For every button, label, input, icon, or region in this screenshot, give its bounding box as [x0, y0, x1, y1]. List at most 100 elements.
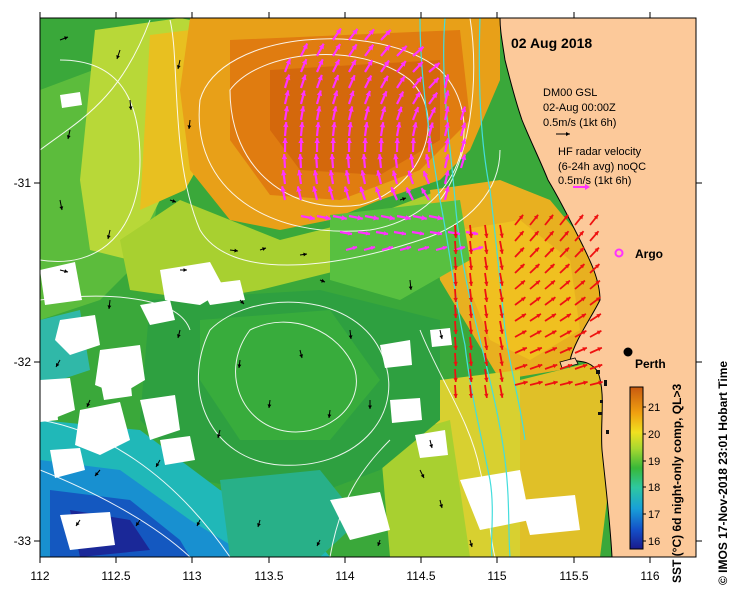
model-vector-arrow: [468, 240, 474, 255]
model-vector-arrow: [453, 352, 458, 367]
model-vector-arrow: [499, 384, 504, 398]
hf-vector-arrow: [331, 90, 339, 105]
hf-vector-arrow: [375, 186, 383, 201]
model-vector-arrow: [574, 263, 586, 274]
hf-vector-arrow: [427, 122, 434, 137]
model-vector-arrow: [499, 352, 504, 366]
model-vector-arrow: [499, 336, 504, 350]
model-vector-arrow: [559, 313, 572, 322]
x-tick-label: 116: [640, 569, 659, 583]
model-vector-arrow: [453, 288, 458, 303]
model-vector-arrow: [187, 119, 192, 130]
city-label: Perth: [635, 357, 666, 371]
land-mass: [499, 18, 696, 557]
hf-vector-arrow: [443, 170, 450, 185]
hf-vector-arrow: [471, 245, 484, 252]
model-vector-arrow: [499, 272, 504, 286]
model-vector-arrow: [514, 313, 527, 322]
hf-title-line-2: (6-24h avg) noQC: [558, 161, 646, 173]
model-vector-arrow: [128, 99, 133, 111]
model-vector-arrow: [484, 256, 489, 270]
model-vector-arrow: [574, 246, 585, 258]
map-plot-area: [40, 18, 696, 557]
hf-vector-arrow: [328, 186, 335, 201]
hf-vector-arrow: [364, 74, 373, 89]
hf-vector-arrow: [281, 169, 287, 185]
hf-vector-arrow: [283, 58, 292, 73]
model-vector-arrow: [176, 59, 181, 70]
model-vector-arrow: [229, 248, 239, 253]
model-vector-arrow: [589, 246, 600, 258]
model-vector-arrow: [299, 349, 304, 359]
model-vector-arrow: [589, 279, 601, 290]
hf-vector-arrow: [347, 121, 353, 137]
y-axis-labels: -31 -32 -33: [14, 176, 32, 548]
hf-vector-arrow: [377, 153, 383, 169]
hf-vector-arrow: [315, 74, 323, 89]
hf-vector-arrow: [345, 245, 358, 252]
model-vector-arrow: [484, 384, 489, 398]
model-vector-arrow: [499, 224, 504, 238]
hf-vector-arrow: [396, 45, 408, 57]
model-vector-arrow: [544, 279, 556, 290]
hf-vector-arrow: [314, 137, 320, 153]
hf-vector-arrow: [443, 106, 450, 121]
colorbar-tick: 20: [648, 429, 660, 441]
model-vector-arrow: [155, 459, 161, 468]
hf-vector-arrow: [359, 186, 367, 201]
hf-vector-arrow: [420, 187, 430, 201]
hf-vector-arrow: [435, 245, 448, 252]
hf-vector-arrow: [411, 230, 425, 236]
model-vector-arrow: [469, 539, 473, 548]
model-vector-arrow: [514, 329, 527, 338]
hf-vector-arrow: [378, 137, 384, 153]
hf-vector-arrow: [395, 106, 403, 121]
hf-vector-arrow: [443, 74, 450, 89]
hf-vector-arrow: [348, 28, 359, 41]
hf-vector-arrow: [348, 214, 363, 221]
model-vector-arrow: [574, 279, 586, 290]
hf-vector-arrow: [297, 153, 304, 169]
model-vector-arrow: [589, 329, 602, 338]
model-vector-arrow: [348, 329, 353, 340]
model-vector-arrow: [529, 214, 539, 226]
hf-vector-arrow: [281, 153, 288, 169]
hf-vector-arrow: [396, 90, 405, 105]
model-vector-arrow: [559, 263, 571, 274]
model-vector-arrow: [574, 363, 588, 370]
y-tick-label: -33: [14, 534, 32, 548]
hf-vector-arrow: [428, 91, 439, 105]
hf-vector-arrow: [428, 77, 440, 89]
hf-vector-arrow: [329, 153, 336, 169]
model-vector-arrow: [377, 539, 381, 547]
hf-vector-arrow: [331, 106, 338, 121]
hf-vector-arrow: [357, 230, 371, 236]
model-vector-arrow: [484, 240, 489, 254]
model-vector-arrow: [468, 304, 474, 319]
model-vector-arrow: [529, 279, 541, 290]
hf-vector-arrow: [331, 74, 340, 89]
model-vector-arrow: [544, 346, 558, 354]
model-vector-arrow: [544, 263, 556, 274]
model-vector-arrow: [453, 224, 458, 239]
cloud-mask: [40, 92, 580, 550]
model-vector-arrow: [216, 429, 221, 439]
hf-vector-arrow: [364, 28, 375, 41]
argo-label: Argo: [635, 247, 663, 261]
x-tick-label: 113: [182, 569, 201, 583]
model-vector-arrow: [399, 197, 407, 201]
hf-vector-arrow: [344, 170, 351, 185]
colorbar-tick: 21: [648, 402, 660, 414]
hf-vector-arrow: [332, 27, 342, 41]
model-vector-arrow: [544, 329, 557, 338]
model-vector-arrow: [55, 359, 61, 368]
model-vector-arrow: [544, 296, 556, 306]
hf-vector-arrow: [380, 29, 392, 41]
model-vector-arrow: [589, 380, 603, 386]
model-vector-arrow: [484, 336, 489, 350]
hf-vector-arrow: [343, 186, 351, 201]
model-vector-arrow: [419, 469, 425, 479]
model-vector-arrow: [589, 313, 602, 322]
hf-vector-arrow: [363, 121, 369, 137]
hf-vector-arrow: [394, 137, 401, 153]
